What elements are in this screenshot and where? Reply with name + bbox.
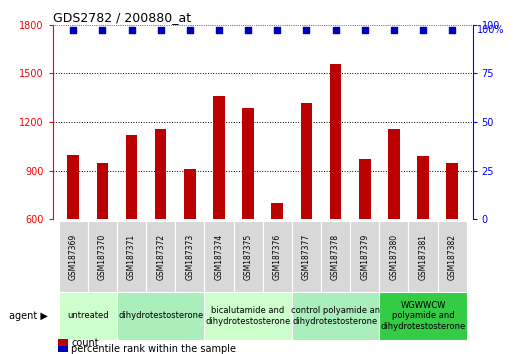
Text: WGWWCW
polyamide and
dihydrotestosterone: WGWWCW polyamide and dihydrotestosterone — [380, 301, 466, 331]
Text: GSM187369: GSM187369 — [69, 234, 78, 280]
Bar — [204, 292, 292, 340]
Bar — [438, 221, 467, 292]
Bar — [271, 203, 283, 219]
Bar — [146, 221, 175, 292]
Point — [273, 27, 281, 33]
Bar — [292, 221, 321, 292]
Bar — [329, 64, 342, 219]
Bar — [321, 221, 350, 292]
Text: 100%: 100% — [477, 25, 504, 35]
Text: GSM187380: GSM187380 — [389, 234, 398, 280]
Text: count: count — [71, 338, 99, 348]
Text: percentile rank within the sample: percentile rank within the sample — [71, 344, 237, 354]
Text: GSM187382: GSM187382 — [448, 234, 457, 280]
Point — [390, 27, 398, 33]
Text: GSM187378: GSM187378 — [331, 234, 340, 280]
Text: GSM187375: GSM187375 — [243, 234, 252, 280]
Bar — [359, 159, 371, 219]
Text: GSM187381: GSM187381 — [419, 234, 428, 280]
Point — [361, 27, 369, 33]
Bar — [379, 221, 409, 292]
Text: GDS2782 / 200880_at: GDS2782 / 200880_at — [53, 11, 191, 24]
Bar — [126, 135, 137, 219]
Text: agent ▶: agent ▶ — [8, 311, 48, 321]
Text: dihydrotestosterone: dihydrotestosterone — [118, 312, 203, 320]
Bar — [68, 155, 79, 219]
Point — [244, 27, 252, 33]
Bar — [409, 221, 438, 292]
Bar — [155, 129, 166, 219]
Bar — [59, 292, 117, 340]
Text: GSM187370: GSM187370 — [98, 234, 107, 280]
Point — [185, 27, 194, 33]
Bar — [204, 221, 233, 292]
Bar — [213, 96, 225, 219]
Text: GSM187376: GSM187376 — [273, 234, 282, 280]
Bar — [417, 156, 429, 219]
Bar — [233, 221, 263, 292]
Text: GSM187372: GSM187372 — [156, 234, 165, 280]
Text: GSM187377: GSM187377 — [302, 234, 311, 280]
Bar — [379, 292, 467, 340]
Bar — [117, 292, 204, 340]
Bar — [97, 163, 108, 219]
Bar — [350, 221, 379, 292]
Point — [448, 27, 456, 33]
Bar — [300, 103, 312, 219]
Point — [215, 27, 223, 33]
Point — [419, 27, 427, 33]
Text: GSM187374: GSM187374 — [214, 234, 223, 280]
Bar — [88, 221, 117, 292]
Bar — [292, 292, 379, 340]
Bar — [263, 221, 292, 292]
Bar — [59, 221, 88, 292]
Bar — [175, 221, 204, 292]
Point — [127, 27, 136, 33]
Point — [302, 27, 310, 33]
Bar — [388, 129, 400, 219]
Text: GSM187373: GSM187373 — [185, 234, 194, 280]
Point — [332, 27, 340, 33]
Point — [156, 27, 165, 33]
Text: bicalutamide and
dihydrotestosterone: bicalutamide and dihydrotestosterone — [205, 306, 291, 326]
Point — [69, 27, 78, 33]
Bar — [117, 221, 146, 292]
Text: untreated: untreated — [67, 312, 109, 320]
Bar — [242, 108, 254, 219]
Point — [98, 27, 107, 33]
Text: GSM187379: GSM187379 — [360, 234, 369, 280]
Text: control polyamide an
dihydrotestosterone: control polyamide an dihydrotestosterone — [291, 306, 380, 326]
Text: GSM187371: GSM187371 — [127, 234, 136, 280]
Bar — [446, 163, 458, 219]
Bar — [184, 169, 196, 219]
